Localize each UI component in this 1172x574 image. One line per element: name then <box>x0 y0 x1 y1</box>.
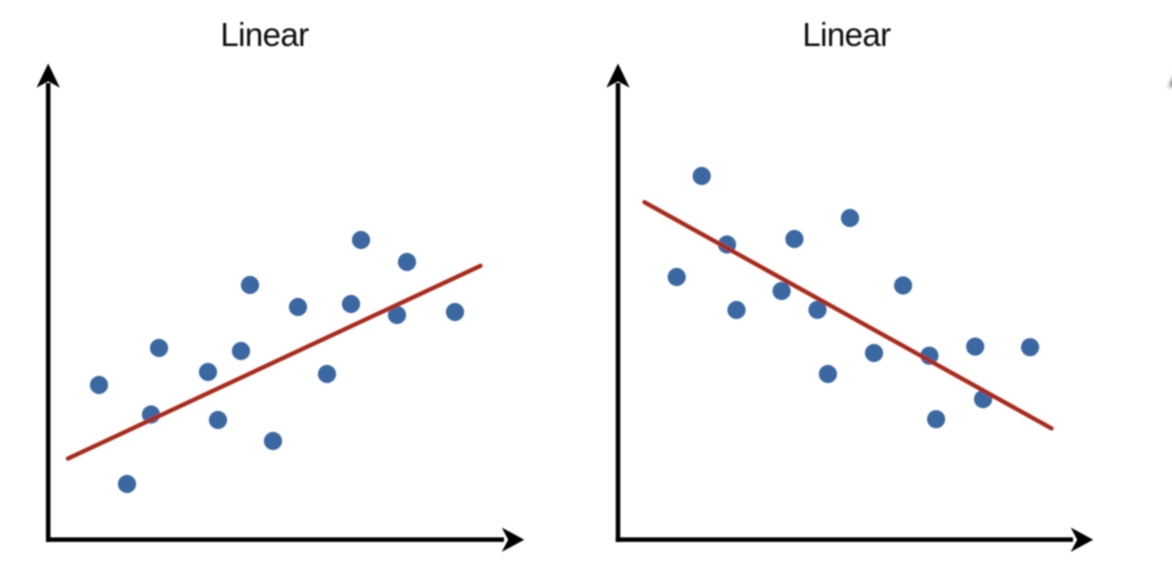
svg-text:Linear: Linear <box>220 16 309 53</box>
svg-text:Linear: Linear <box>802 16 891 53</box>
